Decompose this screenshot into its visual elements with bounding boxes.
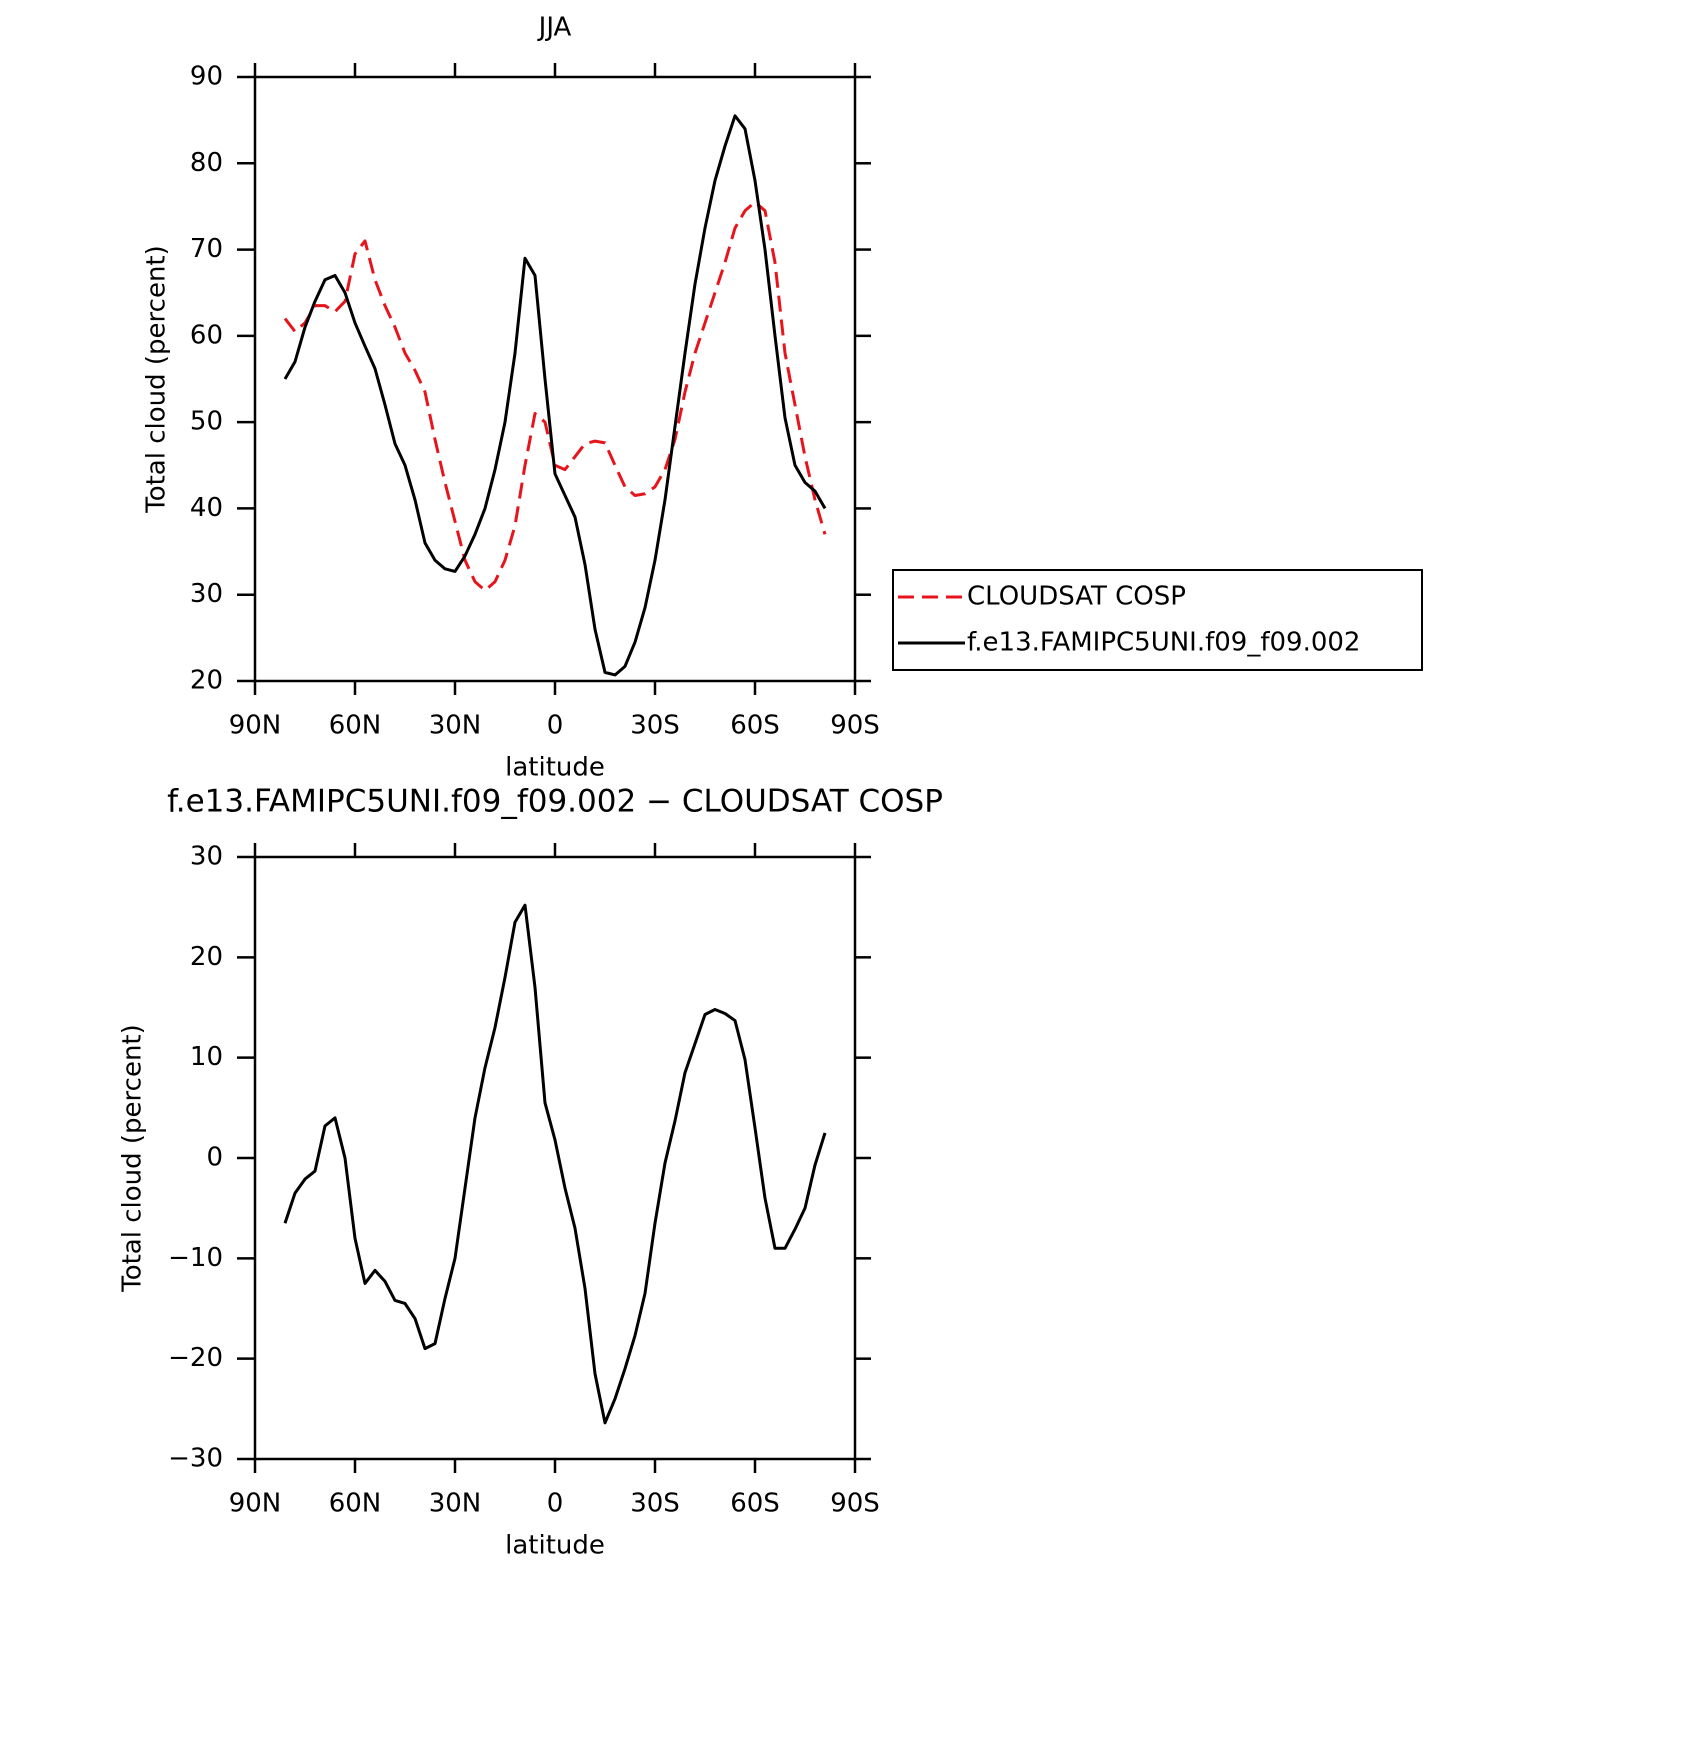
y-axis-label: Total cloud (percent)	[118, 1024, 148, 1293]
x-axis-label: latitude	[505, 1531, 605, 1561]
y-tick-label: −20	[168, 1343, 223, 1373]
data-line	[283, 114, 827, 677]
x-tick-label: 30S	[630, 711, 680, 741]
y-tick-label: 30	[190, 842, 223, 872]
y-tick-label: 60	[190, 320, 223, 350]
x-tick-label: 60N	[329, 1489, 382, 1519]
y-tick-label: −10	[168, 1243, 223, 1273]
x-tick-label: 30N	[429, 1489, 482, 1519]
legend-box	[892, 569, 1423, 671]
x-tick-label: 90N	[229, 711, 282, 741]
y-tick-label: 70	[190, 234, 223, 264]
y-tick-label: 0	[206, 1143, 223, 1173]
x-tick-label: 60S	[730, 711, 780, 741]
y-tick-label: 20	[190, 666, 223, 696]
data-line	[283, 903, 827, 1425]
data-line	[283, 200, 827, 592]
x-tick-label: 30S	[630, 1489, 680, 1519]
y-tick-label: 80	[190, 148, 223, 178]
y-tick-label: 30	[190, 579, 223, 609]
x-axis-label: latitude	[505, 753, 605, 783]
legend-label: f.e13.FAMIPC5UNI.f09_f09.002	[967, 628, 1360, 658]
legend-label: CLOUDSAT COSP	[967, 582, 1186, 612]
x-tick-label: 30N	[429, 711, 482, 741]
y-tick-label: 90	[190, 62, 223, 92]
x-tick-label: 90S	[830, 1489, 880, 1519]
x-tick-label: 60S	[730, 1489, 780, 1519]
x-tick-label: 0	[547, 711, 564, 741]
y-tick-label: 20	[190, 942, 223, 972]
y-tick-label: 40	[190, 493, 223, 523]
y-tick-label: 50	[190, 407, 223, 437]
x-tick-label: 0	[547, 1489, 564, 1519]
y-tick-label: −30	[168, 1444, 223, 1474]
chart-title: f.e13.FAMIPC5UNI.f09_f09.002 − CLOUDSAT …	[167, 784, 943, 820]
y-axis-label: Total cloud (percent)	[142, 245, 172, 514]
x-tick-label: 60N	[329, 711, 382, 741]
y-tick-label: 10	[190, 1042, 223, 1072]
x-tick-label: 90S	[830, 711, 880, 741]
x-tick-label: 90N	[229, 1489, 282, 1519]
chart-title: JJA	[537, 13, 572, 43]
